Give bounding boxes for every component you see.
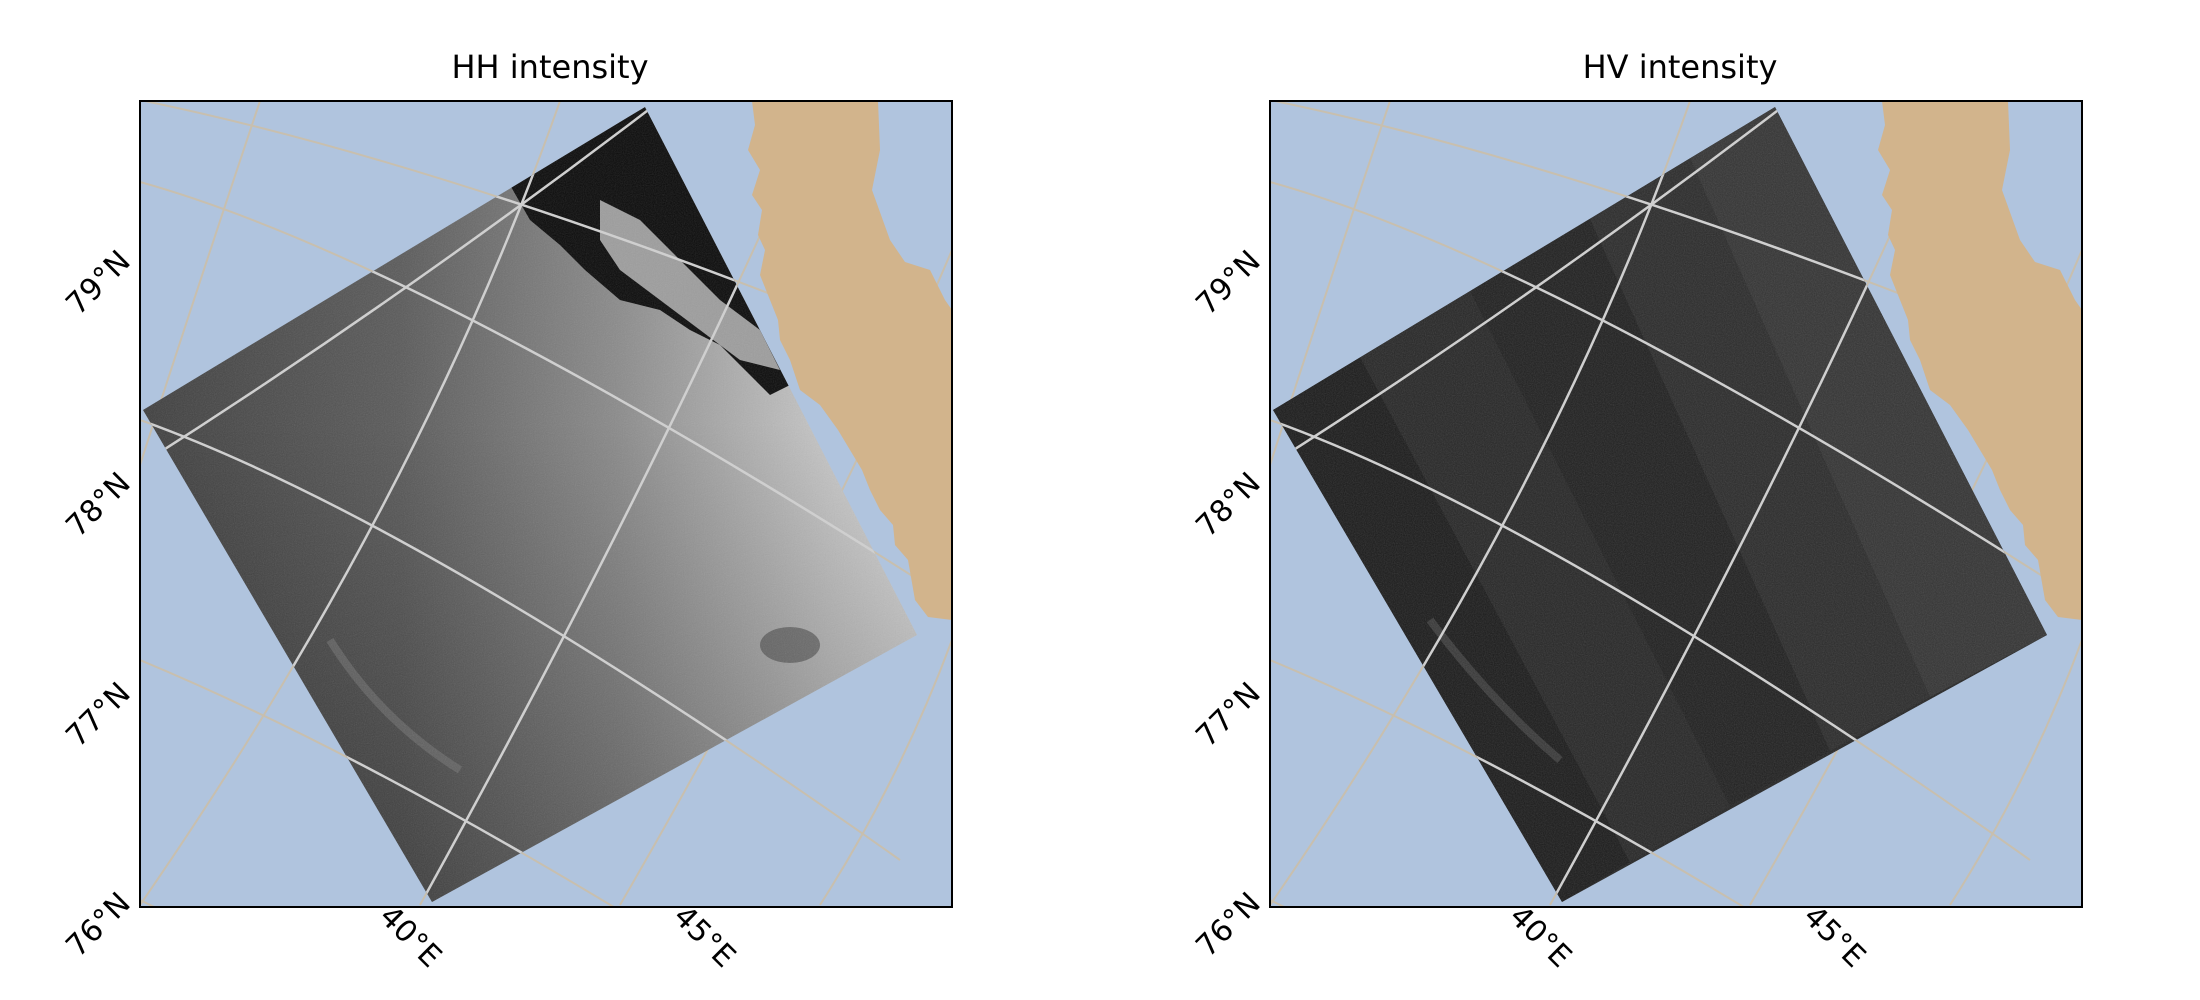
lon-tick-label: 45°E — [666, 899, 742, 975]
map-panel-hh: HH intensity — [59, 48, 953, 975]
lat-tick-label: 76°N — [59, 886, 137, 964]
lat-tick-label: 78°N — [59, 466, 137, 544]
map-panel-hv: HV intensity — [1130, 0, 2200, 1000]
map-frame — [139, 100, 953, 908]
lon-tick-label: 40°E — [372, 899, 448, 975]
map-frame — [1269, 100, 2083, 908]
lat-tick-label: 78°N — [1189, 466, 1267, 544]
lat-tick-label: 77°N — [1189, 676, 1267, 754]
lon-tick-label: 45°E — [1796, 899, 1872, 975]
lat-tick-label: 79°N — [59, 244, 137, 322]
panel-title: HH intensity — [451, 48, 649, 86]
map-svg: 76°N 77°N 78°N 79°N 40°E 45°E — [59, 100, 953, 975]
lat-tick-label: 79°N — [1189, 244, 1267, 322]
panel-title: HV intensity — [1582, 48, 1778, 86]
lat-tick-label: 76°N — [1189, 886, 1267, 964]
lat-tick-label: 77°N — [59, 676, 137, 754]
lon-tick-label: 40°E — [1502, 899, 1578, 975]
land-mass — [1878, 101, 2082, 620]
land-mass — [748, 101, 952, 620]
map-svg: 76°N 77°N 78°N 79°N 40°E 45°E — [1189, 100, 2083, 975]
